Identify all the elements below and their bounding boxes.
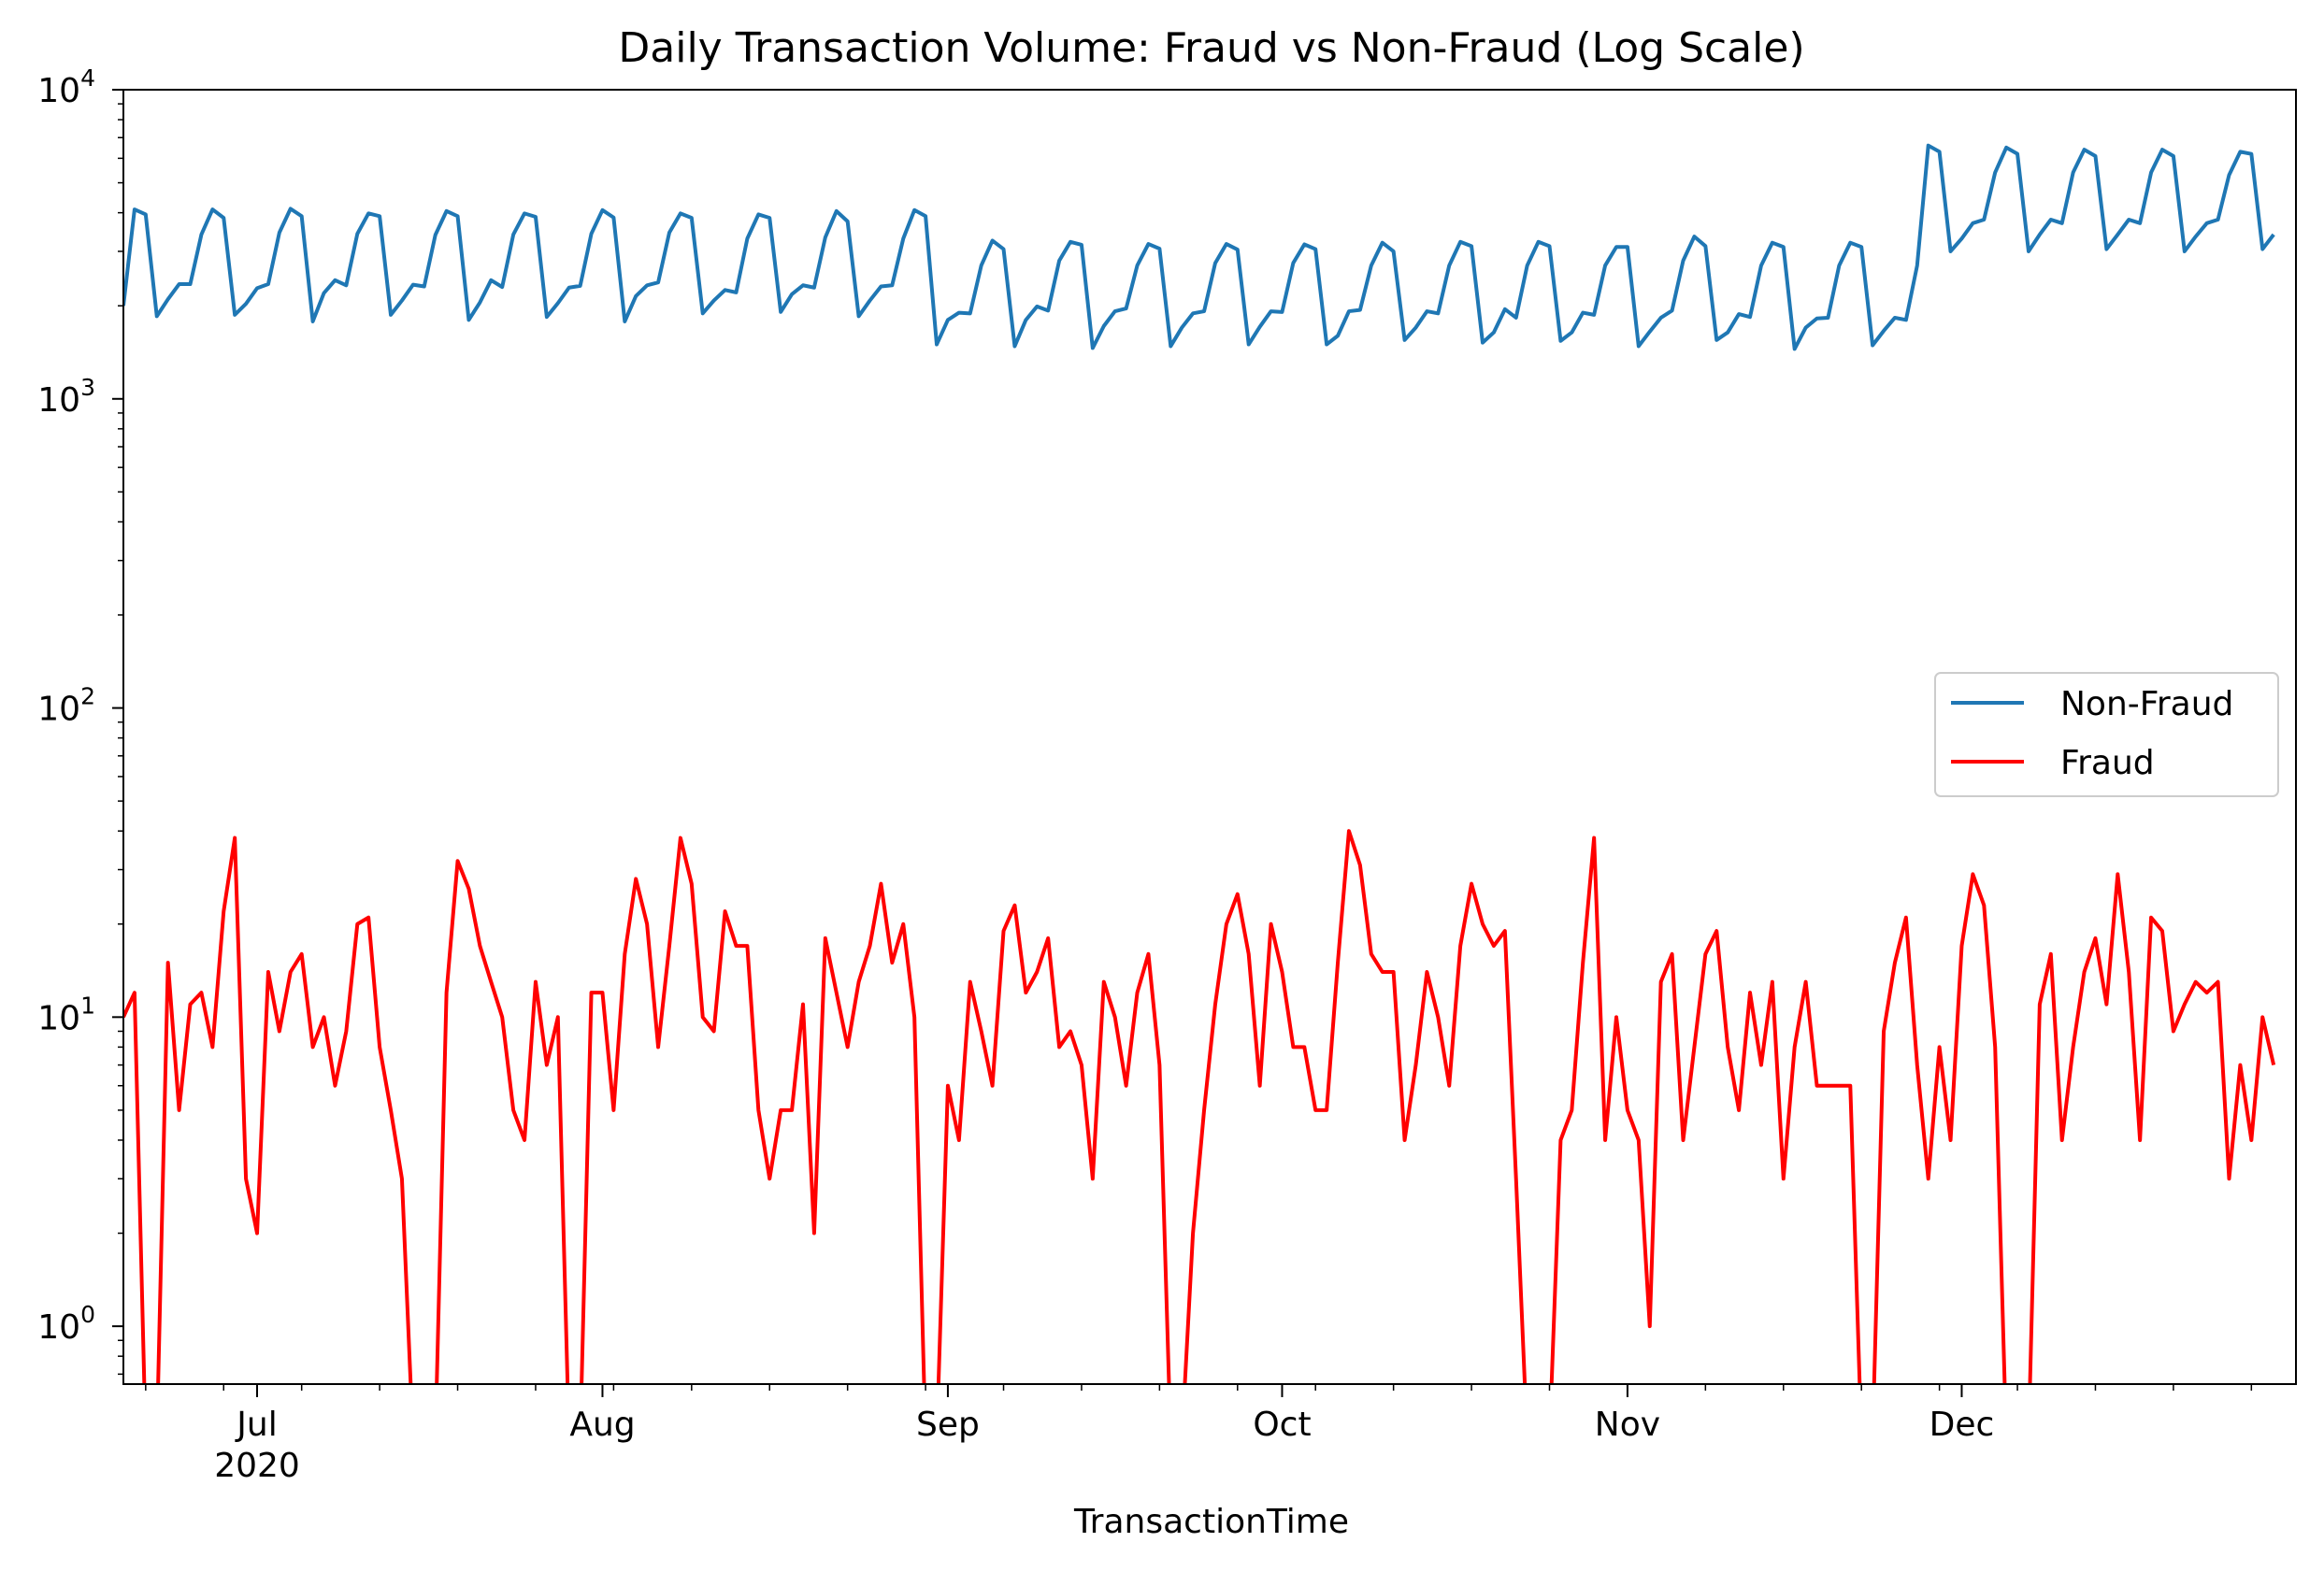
plot-frame xyxy=(122,89,2297,1385)
x-axis-label: TransactionTime xyxy=(1073,1503,1349,1541)
legend-label-fraud: Fraud xyxy=(2060,744,2155,782)
y-tick-label: 102 xyxy=(37,683,95,729)
x-tick-label: Sep xyxy=(916,1406,980,1444)
x-tick-label: Aug xyxy=(569,1406,635,1444)
legend-label-non-fraud: Non-Fraud xyxy=(2060,685,2233,723)
x-tick-sublabel: 2020 xyxy=(214,1447,300,1485)
y-axis: 100 101 102 103 104 xyxy=(37,64,123,1376)
y-tick-label: 100 xyxy=(37,1301,95,1347)
x-tick-label: Dec xyxy=(1929,1406,1995,1444)
plot-lines xyxy=(123,143,2276,1384)
x-tick-label: Jul xyxy=(235,1406,277,1444)
x-tick-label: Nov xyxy=(1595,1406,1660,1444)
y-tick-label: 104 xyxy=(37,64,95,110)
y-tick-label: 101 xyxy=(37,992,95,1037)
series-line-non-fraud xyxy=(123,143,2275,351)
y-tick-label: 103 xyxy=(37,374,95,420)
legend: Non-Fraud Fraud xyxy=(1934,672,2279,797)
chart-title: Daily Transaction Volume: Fraud vs Non-F… xyxy=(618,24,1804,72)
x-tick-label: Oct xyxy=(1253,1406,1311,1444)
series-line-fraud xyxy=(123,829,2276,1384)
